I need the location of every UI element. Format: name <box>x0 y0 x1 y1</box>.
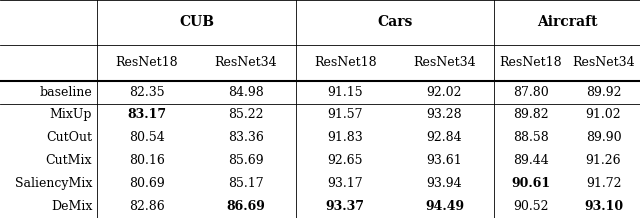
Text: CutMix: CutMix <box>45 154 92 167</box>
Text: 85.22: 85.22 <box>228 109 264 121</box>
Text: 90.52: 90.52 <box>513 200 548 213</box>
Text: 93.61: 93.61 <box>427 154 462 167</box>
Text: 83.17: 83.17 <box>127 109 166 121</box>
Text: 93.17: 93.17 <box>328 177 363 190</box>
Text: DeMix: DeMix <box>51 200 92 213</box>
Text: 91.02: 91.02 <box>586 109 621 121</box>
Text: ResNet18: ResNet18 <box>499 56 562 69</box>
Text: 91.57: 91.57 <box>328 109 363 121</box>
Text: 91.72: 91.72 <box>586 177 621 190</box>
Text: MixUp: MixUp <box>50 109 92 121</box>
Text: Cars: Cars <box>377 15 413 29</box>
Text: baseline: baseline <box>40 86 92 99</box>
Text: 82.35: 82.35 <box>129 86 164 99</box>
Text: 87.80: 87.80 <box>513 86 548 99</box>
Text: 86.69: 86.69 <box>227 200 266 213</box>
Text: 83.36: 83.36 <box>228 131 264 144</box>
Text: ResNet34: ResNet34 <box>572 56 635 69</box>
Text: 80.54: 80.54 <box>129 131 164 144</box>
Text: 93.94: 93.94 <box>427 177 462 190</box>
Text: 92.84: 92.84 <box>427 131 462 144</box>
Text: 93.37: 93.37 <box>326 200 365 213</box>
Text: 85.69: 85.69 <box>228 154 264 167</box>
Text: 89.90: 89.90 <box>586 131 621 144</box>
Text: 89.44: 89.44 <box>513 154 548 167</box>
Text: 91.26: 91.26 <box>586 154 621 167</box>
Text: 85.17: 85.17 <box>228 177 264 190</box>
Text: 80.16: 80.16 <box>129 154 165 167</box>
Text: ResNet18: ResNet18 <box>314 56 376 69</box>
Text: 94.49: 94.49 <box>425 200 464 213</box>
Text: 93.28: 93.28 <box>427 109 462 121</box>
Text: 90.61: 90.61 <box>511 177 550 190</box>
Text: 91.83: 91.83 <box>328 131 363 144</box>
Text: 89.82: 89.82 <box>513 109 548 121</box>
Text: CutOut: CutOut <box>46 131 92 144</box>
Text: 80.69: 80.69 <box>129 177 164 190</box>
Text: 93.10: 93.10 <box>584 200 623 213</box>
Text: CUB: CUB <box>179 15 214 29</box>
Text: 91.15: 91.15 <box>328 86 363 99</box>
Text: 82.86: 82.86 <box>129 200 164 213</box>
Text: 92.65: 92.65 <box>328 154 363 167</box>
Text: 88.58: 88.58 <box>513 131 548 144</box>
Text: ResNet34: ResNet34 <box>413 56 476 69</box>
Text: ResNet18: ResNet18 <box>116 56 178 69</box>
Text: Aircraft: Aircraft <box>537 15 597 29</box>
Text: 92.02: 92.02 <box>427 86 462 99</box>
Text: 89.92: 89.92 <box>586 86 621 99</box>
Text: 84.98: 84.98 <box>228 86 264 99</box>
Text: SaliencyMix: SaliencyMix <box>15 177 92 190</box>
Text: ResNet34: ResNet34 <box>215 56 277 69</box>
